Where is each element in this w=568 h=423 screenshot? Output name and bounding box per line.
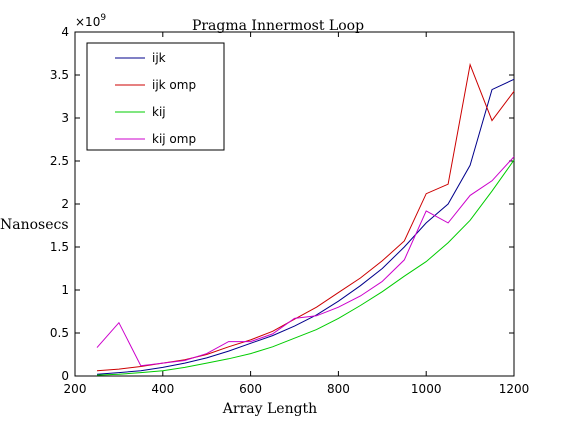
legend-label-kij-omp: kij omp: [152, 132, 196, 146]
x-tick-label: 400: [151, 382, 174, 396]
y-axis-label: Nanosecs: [0, 217, 69, 233]
x-axis-label: Array Length: [222, 401, 317, 417]
y-tick-label: 3: [61, 111, 69, 125]
x-tick-label: 600: [239, 382, 262, 396]
y-tick-label: 1: [61, 283, 69, 297]
y-tick-label: 0.5: [50, 326, 69, 340]
y-tick-label: 2.5: [50, 154, 69, 168]
series-line-kij: [97, 160, 514, 375]
y-tick-label: 0: [61, 369, 69, 383]
legend-label-kij: kij: [152, 105, 166, 119]
legend: ijk ijk omp kij kij omp: [87, 43, 224, 150]
x-tick-label: 1200: [499, 382, 530, 396]
y-exponent-label: ×109: [75, 13, 106, 29]
y-tick-label: 2: [61, 197, 69, 211]
x-tick-label: 800: [327, 382, 350, 396]
x-tick-label: 200: [64, 382, 87, 396]
y-tick-label: 4: [61, 25, 69, 39]
legend-label-ijk: ijk: [152, 51, 166, 65]
y-tick-label: 1.5: [50, 240, 69, 254]
legend-label-ijk-omp: ijk omp: [152, 78, 196, 92]
y-tick-label: 3.5: [50, 68, 69, 82]
x-tick-label: 1000: [411, 382, 442, 396]
